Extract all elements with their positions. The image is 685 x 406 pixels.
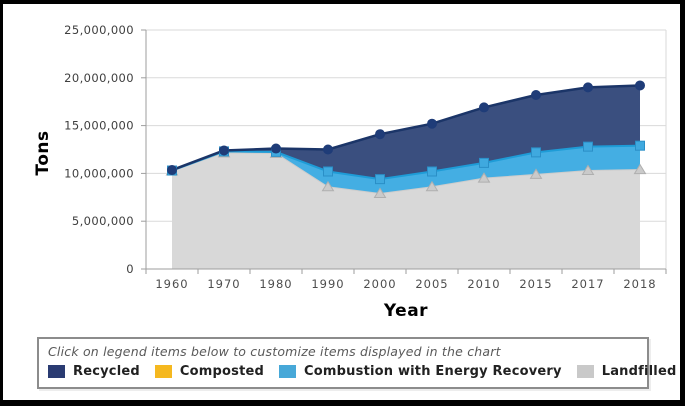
- landfilled-marker: [633, 163, 647, 175]
- legend-item-label: Combustion with Energy Recovery: [304, 364, 562, 379]
- legend-hint: Click on legend items below to customize…: [48, 344, 501, 359]
- legend-item-landfilled[interactable]: Landfilled: [576, 364, 677, 379]
- x-tick-label: 2018: [623, 277, 656, 291]
- combustion-with-energy-recovery-marker: [479, 157, 489, 168]
- recycled-marker: [427, 118, 437, 129]
- landfilled-area: [172, 152, 640, 269]
- combustion-with-energy-recovery-marker: [427, 166, 437, 177]
- x-tick-label: 2010: [467, 277, 500, 291]
- legend-item-label: Landfilled: [601, 364, 677, 379]
- x-tick-label: 1960: [155, 277, 188, 291]
- recycled-swatch-icon: [48, 365, 65, 378]
- legend-panel: Click on legend items below to customize…: [37, 337, 676, 389]
- y-tick-label: 5,000,000: [72, 214, 134, 228]
- landfilled-swatch-icon: [576, 365, 594, 378]
- recycled-marker: [219, 145, 229, 156]
- combustion-with-energy-recovery-marker: [635, 140, 645, 151]
- recycled-marker: [167, 165, 177, 176]
- x-tick-label: 2000: [363, 277, 396, 291]
- y-axis-title: Tons: [33, 130, 53, 176]
- composted-swatch-icon: [154, 365, 172, 378]
- stacked-area-chart: 0 5,000,000 10,000,000 15,000,000 20,000,000…: [64, 23, 667, 291]
- y-tick-label: 15,000,000: [64, 119, 134, 133]
- x-tick-label: 1980: [259, 277, 292, 291]
- landfilled-marker: [321, 180, 335, 192]
- recycled-line: [171, 84, 641, 172]
- recycled-marker: [531, 90, 541, 101]
- legend-item-combustion[interactable]: Combustion with Energy Recovery: [279, 364, 562, 379]
- x-axis-title: Year: [383, 301, 429, 321]
- landfilled-marker: [477, 172, 491, 183]
- recycled-marker: [323, 144, 333, 155]
- x-tick-label: 2017: [571, 277, 604, 291]
- recycled-area: [172, 85, 640, 180]
- x-tick-label: 1970: [207, 277, 240, 291]
- legend-item-label: Recycled: [73, 364, 140, 379]
- combustion-with-energy-recovery-marker: [323, 166, 333, 177]
- combustion-with-energy-recovery-marker: [531, 147, 541, 158]
- combustion-with-energy-recovery-line: [171, 144, 641, 181]
- legend-items: Recycled Composted Combustion with Energ…: [48, 364, 676, 379]
- legend-item-label: Composted: [179, 364, 265, 379]
- y-tick-label: 0: [126, 262, 134, 276]
- recycled-marker: [635, 80, 645, 91]
- x-tick-label: 2005: [415, 277, 448, 291]
- legend-item-recycled[interactable]: Recycled: [48, 364, 140, 379]
- x-tick-label: 2015: [519, 277, 552, 291]
- x-tick-label: 1990: [311, 277, 344, 291]
- y-tick-label: 25,000,000: [64, 23, 134, 37]
- combustion-swatch-icon: [279, 365, 297, 378]
- landfilled-marker: [373, 187, 387, 198]
- landfilled-marker: [425, 180, 439, 192]
- landfilled-marker: [581, 164, 595, 176]
- y-tick-label: 20,000,000: [64, 71, 134, 85]
- recycled-marker: [375, 129, 385, 140]
- combustion-with-energy-recovery-marker: [583, 141, 593, 152]
- recycled-marker: [271, 143, 281, 154]
- combustion-with-energy-recovery-marker: [375, 174, 385, 185]
- recycled-marker: [583, 82, 593, 93]
- y-tick-label: 10,000,000: [64, 166, 134, 180]
- landfilled-line: [171, 152, 641, 194]
- landfilled-marker: [529, 168, 543, 179]
- legend-item-composted[interactable]: Composted: [154, 364, 265, 379]
- recycled-marker: [479, 102, 489, 113]
